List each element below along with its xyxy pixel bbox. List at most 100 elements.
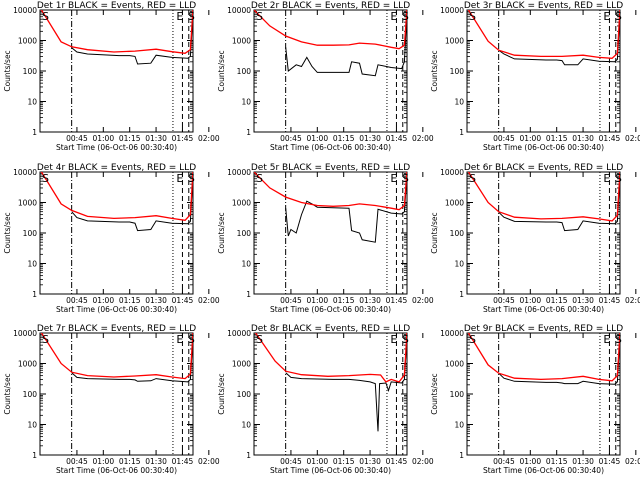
y-tick-label: 1000 xyxy=(232,37,251,46)
plot-frame xyxy=(466,171,621,295)
series-lld xyxy=(40,10,193,54)
flag-letter-e: E xyxy=(176,333,183,346)
series-events xyxy=(498,335,620,385)
y-tick-label: 1000 xyxy=(445,199,464,208)
x-axis-label: Start Time (06-Oct-06 00:30:40) xyxy=(56,466,177,475)
y-tick-label: 10 xyxy=(27,421,37,430)
y-tick-label: 1 xyxy=(459,128,464,137)
flag-letter-left: S xyxy=(469,333,476,346)
plot-frame xyxy=(466,332,621,456)
series-lld xyxy=(254,10,407,50)
x-tick-label: 01:45 xyxy=(599,134,621,143)
x-tick-label: 01:15 xyxy=(333,134,355,143)
x-tick-label: 00:45 xyxy=(280,457,302,466)
x-tick-label: 02:00 xyxy=(412,296,434,305)
x-tick-label: 01:30 xyxy=(572,296,594,305)
panel-2: Det 2r BLACK = Events, RED = LLD 1 10 100 10… xyxy=(217,1,434,152)
y-axis-label: Counts/sec xyxy=(430,373,439,414)
x-tick-label: 01:00 xyxy=(92,296,114,305)
series-lld xyxy=(254,333,407,383)
y-tick-label: 1 xyxy=(459,451,464,460)
y-tick-label: 100 xyxy=(23,229,38,238)
series-lld xyxy=(467,333,620,382)
y-tick-label: 100 xyxy=(450,229,465,238)
y-tick-label: 100 xyxy=(450,67,465,76)
panel-5: Det 5r BLACK = Events, RED = LLD 1 10 100 10… xyxy=(217,163,434,314)
x-tick-label: 00:45 xyxy=(493,457,515,466)
x-tick-label: 02:00 xyxy=(198,134,220,143)
panel-9: Det 9r BLACK = Events, RED = LLD 1 10 100 10… xyxy=(430,324,640,475)
y-tick-label: 1000 xyxy=(232,360,251,369)
y-tick-label: 1000 xyxy=(445,360,464,369)
flag-letter-s: S xyxy=(615,10,622,23)
x-axis-label: Start Time (06-Oct-06 00:30:40) xyxy=(483,305,604,314)
series-lld xyxy=(254,172,407,211)
x-tick-label: 01:30 xyxy=(145,457,167,466)
flag-letter-s: S xyxy=(402,333,409,346)
x-tick-label: 01:30 xyxy=(572,457,594,466)
y-tick-label: 100 xyxy=(23,67,38,76)
plot-frame xyxy=(39,332,194,456)
y-tick-label: 10 xyxy=(454,260,464,269)
series-events xyxy=(71,12,193,65)
y-tick-label: 1 xyxy=(246,451,251,460)
y-tick-label: 10000 xyxy=(13,329,37,338)
series-events xyxy=(498,12,620,66)
flag-letter-s: S xyxy=(188,333,195,346)
y-tick-label: 10000 xyxy=(227,168,251,177)
series-events xyxy=(498,174,620,232)
flag-letter-e: E xyxy=(390,172,397,185)
plot-frame xyxy=(39,9,194,133)
x-tick-label: 01:45 xyxy=(386,134,408,143)
y-tick-label: 10000 xyxy=(440,168,464,177)
y-tick-label: 1000 xyxy=(18,360,37,369)
x-tick-label: 01:30 xyxy=(145,296,167,305)
flag-letter-e: E xyxy=(603,333,610,346)
y-axis-label: Counts/sec xyxy=(217,50,226,91)
flag-letter-left: S xyxy=(469,10,476,23)
x-tick-label: 01:45 xyxy=(172,457,194,466)
series-events xyxy=(71,174,193,232)
y-tick-label: 1000 xyxy=(232,199,251,208)
y-tick-label: 100 xyxy=(450,390,465,399)
flag-letter-e: E xyxy=(603,10,610,23)
x-tick-label: 00:45 xyxy=(66,296,88,305)
x-tick-label: 01:15 xyxy=(119,134,141,143)
x-tick-label: 01:00 xyxy=(519,296,541,305)
flag-letter-s: S xyxy=(615,333,622,346)
x-tick-label: 01:15 xyxy=(333,457,355,466)
x-tick-label: 01:45 xyxy=(386,457,408,466)
x-tick-label: 00:45 xyxy=(66,134,88,143)
y-axis-label: Counts/sec xyxy=(430,212,439,253)
flag-letter-left: S xyxy=(256,10,263,23)
panel-title: Det 8r BLACK = Events, RED = LLD xyxy=(251,324,410,334)
series-lld xyxy=(40,333,193,380)
panel-1: Det 1r BLACK = Events, RED = LLD 1 10 100 10… xyxy=(3,1,220,152)
y-tick-label: 1 xyxy=(32,451,37,460)
panel-title: Det 6r BLACK = Events, RED = LLD xyxy=(464,163,623,173)
y-tick-label: 1 xyxy=(32,290,37,299)
x-axis-label: Start Time (06-Oct-06 00:30:40) xyxy=(270,143,391,152)
y-axis-label: Counts/sec xyxy=(217,212,226,253)
x-tick-label: 01:00 xyxy=(306,457,328,466)
x-tick-label: 01:15 xyxy=(546,296,568,305)
x-tick-label: 01:45 xyxy=(172,296,194,305)
y-tick-label: 10 xyxy=(241,260,251,269)
y-tick-label: 100 xyxy=(237,67,252,76)
y-tick-label: 10 xyxy=(27,260,37,269)
flag-letter-s: S xyxy=(188,10,195,23)
x-tick-label: 01:00 xyxy=(92,134,114,143)
plot-frame xyxy=(39,171,194,295)
y-tick-label: 10 xyxy=(454,98,464,107)
x-tick-label: 01:30 xyxy=(359,296,381,305)
flag-letter-s: S xyxy=(188,172,195,185)
x-tick-label: 02:00 xyxy=(198,296,220,305)
x-tick-label: 01:45 xyxy=(386,296,408,305)
y-axis-label: Counts/sec xyxy=(3,373,12,414)
x-tick-label: 00:45 xyxy=(280,296,302,305)
x-axis-label: Start Time (06-Oct-06 00:30:40) xyxy=(56,143,177,152)
x-tick-label: 00:45 xyxy=(66,457,88,466)
x-tick-label: 02:00 xyxy=(412,134,434,143)
x-tick-label: 01:30 xyxy=(359,457,381,466)
